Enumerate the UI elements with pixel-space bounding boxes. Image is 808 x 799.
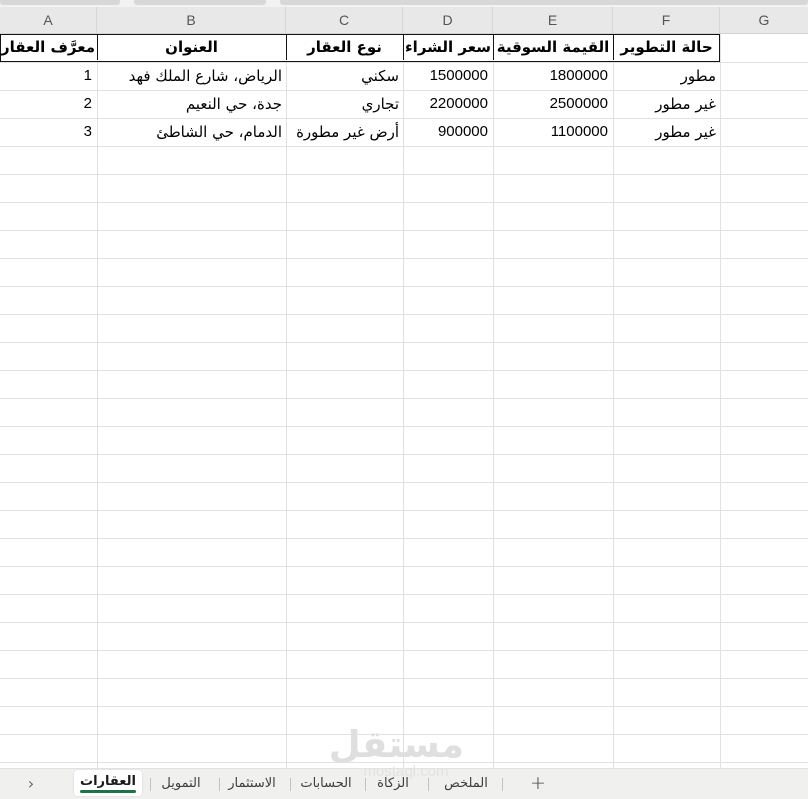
horizontal-gridline — [0, 538, 808, 539]
vertical-gridline — [493, 34, 494, 768]
window-strip-segment — [280, 0, 808, 5]
tab-separator — [150, 778, 151, 791]
horizontal-gridline — [0, 426, 808, 427]
cell-F3[interactable]: غير مطور — [655, 95, 716, 113]
window-strip-segment — [134, 0, 266, 5]
horizontal-gridline — [0, 566, 808, 567]
sheet-grid: معرَّف العقار العنوان نوع العقار سعر الشراء… — [0, 34, 808, 768]
cell-D3[interactable]: 2200000 — [429, 95, 488, 112]
horizontal-gridline — [0, 314, 808, 315]
horizontal-gridline — [0, 146, 808, 147]
header-cell-E1[interactable]: القيمة السوقية — [492, 35, 613, 60]
cell-B2[interactable]: الرياض، شارع الملك فهد — [128, 67, 282, 85]
horizontal-gridline — [0, 342, 808, 343]
horizontal-gridline — [0, 62, 808, 63]
cell-A3[interactable]: 2 — [83, 95, 92, 112]
table-header-row: معرَّف العقار العنوان نوع العقار سعر الشراء… — [0, 34, 720, 62]
cell-C2[interactable]: سكني — [361, 67, 399, 85]
cell-F2[interactable]: مطور — [680, 67, 716, 85]
vertical-gridline — [97, 34, 98, 768]
vertical-gridline — [403, 34, 404, 768]
horizontal-gridline — [0, 594, 808, 595]
header-cell-C1[interactable]: نوع العقار — [285, 35, 403, 60]
tab-separator — [219, 778, 220, 791]
horizontal-gridline — [0, 398, 808, 399]
vertical-gridline — [286, 34, 287, 768]
active-tab-underline — [80, 790, 136, 793]
horizontal-gridline — [0, 202, 808, 203]
horizontal-gridline — [0, 230, 808, 231]
cell-A4[interactable]: 3 — [83, 123, 92, 140]
horizontal-gridline — [0, 762, 808, 763]
cell-C3[interactable]: تجاري — [361, 95, 399, 113]
horizontal-gridline — [0, 622, 808, 623]
column-header-E[interactable]: E — [493, 7, 613, 33]
tab-nav-next-icon[interactable]: › — [27, 774, 35, 793]
header-cell-D1[interactable]: سعر الشراء — [402, 35, 493, 60]
cell-F4[interactable]: غير مطور — [655, 123, 716, 141]
horizontal-gridline — [0, 286, 808, 287]
tab-separator — [365, 778, 366, 791]
tab-sheet-5[interactable]: الملخص — [444, 776, 488, 791]
cell-A2[interactable]: 1 — [83, 67, 92, 84]
horizontal-gridline — [0, 510, 808, 511]
column-header-C[interactable]: C — [286, 7, 403, 33]
horizontal-gridline — [0, 482, 808, 483]
horizontal-gridline — [0, 258, 808, 259]
tab-sheet-2[interactable]: الاستثمار — [228, 776, 276, 791]
cell-B3[interactable]: جدة، حي النعيم — [185, 95, 282, 113]
horizontal-gridline — [0, 706, 808, 707]
tab-sheet-1[interactable]: التمويل — [161, 776, 201, 791]
header-cell-B1[interactable]: العنوان — [96, 35, 286, 60]
cell-D4[interactable]: 900000 — [437, 123, 488, 140]
column-header-B[interactable]: B — [97, 7, 286, 33]
tab-separator — [428, 778, 429, 791]
active-tab-label: العقارات — [80, 774, 136, 789]
tab-sheet-3[interactable]: الحسابات — [300, 776, 352, 791]
cell-E3[interactable]: 2500000 — [549, 95, 608, 112]
tab-sheet-active[interactable]: العقارات — [74, 770, 142, 796]
tab-separator — [502, 778, 503, 791]
window-strip-segment — [0, 0, 120, 5]
horizontal-gridline — [0, 678, 808, 679]
cell-B4[interactable]: الدمام، حي الشاطئ — [156, 123, 282, 141]
horizontal-gridline — [0, 734, 808, 735]
sheet-tab-bar: › العقارات + التمويل الاستثمار الحسابات الز… — [0, 768, 808, 799]
vertical-gridline — [613, 34, 614, 768]
tab-sheet-4[interactable]: الزكاة — [377, 776, 409, 791]
window-top-strip — [0, 0, 808, 7]
header-cell-A1[interactable]: معرَّف العقار — [0, 38, 96, 56]
cell-E4[interactable]: 1100000 — [550, 123, 608, 140]
horizontal-gridline — [0, 118, 808, 119]
vertical-gridline — [720, 34, 721, 768]
cell-C4[interactable]: أرض غير مطورة — [296, 123, 399, 141]
horizontal-gridline — [0, 454, 808, 455]
cell-E2[interactable]: 1800000 — [549, 67, 608, 84]
tab-separator — [290, 778, 291, 791]
header-cell-F1[interactable]: حالة التطوير — [612, 35, 720, 60]
horizontal-gridline — [0, 174, 808, 175]
column-header-G[interactable]: G — [758, 12, 770, 28]
add-sheet-button[interactable]: + — [530, 772, 546, 794]
horizontal-gridline — [0, 370, 808, 371]
column-header-A[interactable]: A — [0, 7, 97, 33]
column-header-F[interactable]: F — [613, 7, 720, 33]
horizontal-gridline — [0, 650, 808, 651]
cell-D2[interactable]: 1500000 — [429, 67, 488, 84]
horizontal-gridline — [0, 90, 808, 91]
column-header-D[interactable]: D — [403, 7, 493, 33]
